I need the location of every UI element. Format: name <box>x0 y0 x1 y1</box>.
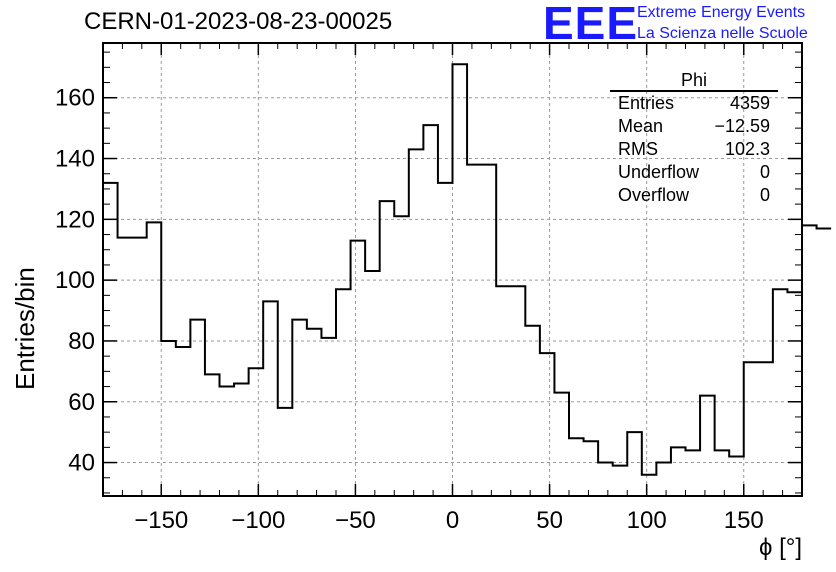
histogram-bin <box>569 438 584 496</box>
histogram-bin <box>671 447 686 496</box>
x-tick-label: −100 <box>231 507 285 534</box>
histogram-bin <box>802 225 817 496</box>
logo-caption-line2: La Scienza nelle Scuole <box>637 25 808 42</box>
histogram-bin <box>773 289 788 496</box>
histogram-bin <box>249 368 264 496</box>
histogram-bin <box>394 216 409 496</box>
histogram-bin <box>380 201 395 496</box>
stats-value: 0 <box>759 162 770 182</box>
histogram-bin <box>613 466 628 496</box>
histogram-bin <box>409 149 424 496</box>
y-tick-label: 120 <box>55 206 95 233</box>
histogram-bin <box>132 238 147 496</box>
histogram-bin <box>584 441 599 496</box>
stats-row: Underflow 0 <box>610 161 778 184</box>
histogram-bin <box>278 408 293 496</box>
histogram-bin <box>744 362 759 496</box>
histogram-bin <box>817 228 832 496</box>
y-tick-label: 140 <box>55 146 95 173</box>
histogram-bin <box>482 165 497 496</box>
histogram-bin <box>642 475 657 496</box>
histogram-bin <box>540 353 555 496</box>
stats-title: Phi <box>610 70 778 92</box>
histogram-bin <box>700 396 715 496</box>
stats-label: Underflow <box>618 162 700 182</box>
x-axis-label: ϕ [°] <box>758 534 802 561</box>
histogram-bin <box>525 326 540 496</box>
histogram-bin <box>205 374 220 496</box>
stats-label: RMS <box>618 139 658 159</box>
histogram-bin <box>554 393 569 496</box>
histogram-bin <box>729 456 744 496</box>
x-tick-label: 0 <box>446 507 459 534</box>
stats-value: 102.3 <box>724 139 770 159</box>
stats-row: Overflow 0 <box>610 184 778 207</box>
x-tick-label: 150 <box>724 507 764 534</box>
histogram-bin <box>176 347 191 496</box>
histogram-bin <box>351 241 366 496</box>
y-tick-label: 60 <box>68 389 95 416</box>
histogram-bin <box>336 289 351 496</box>
histogram-bin <box>234 384 249 496</box>
histogram-bin <box>263 301 278 496</box>
chart-title: CERN-01-2023-08-23-00025 <box>84 8 393 35</box>
x-tick-label: 50 <box>536 507 563 534</box>
histogram-bin <box>467 165 482 496</box>
y-tick-label: 100 <box>55 267 95 294</box>
histogram-bin <box>598 463 613 496</box>
histogram-bin <box>627 432 642 496</box>
stats-row: Mean −12.59 <box>610 115 778 138</box>
histogram-bin <box>686 450 701 496</box>
stats-label: Entries <box>618 93 675 113</box>
histogram-bin <box>147 222 162 496</box>
stats-value: 4359 <box>729 93 770 113</box>
stats-value: −12.59 <box>714 116 770 136</box>
histogram-bin <box>758 362 773 496</box>
histogram-bin <box>292 320 307 496</box>
histogram-bin <box>511 286 526 496</box>
histogram-bin <box>103 183 118 496</box>
histogram-bin <box>423 125 438 496</box>
histogram-bin <box>220 387 235 496</box>
stats-label: Overflow <box>618 185 690 205</box>
stats-box: Phi Entries 4359 Mean −12.59 RMS 102.3 Unde… <box>610 70 778 207</box>
histogram-bin <box>453 64 468 496</box>
histogram-bin <box>715 450 730 496</box>
histogram-bin <box>365 271 380 496</box>
histogram-bin <box>787 292 802 496</box>
y-tick-label: 40 <box>68 450 95 477</box>
histogram-bin <box>438 183 453 496</box>
histogram-bin <box>118 238 133 496</box>
eee-logo: EEE <box>543 0 639 49</box>
stats-row: RMS 102.3 <box>610 138 778 161</box>
histogram-bin <box>496 286 511 496</box>
histogram-series <box>103 63 832 476</box>
y-tick-label: 80 <box>68 328 95 355</box>
stats-label: Mean <box>618 116 664 136</box>
stats-row: Entries 4359 <box>610 92 778 115</box>
histogram-bin <box>190 320 205 496</box>
x-tick-label: −150 <box>134 507 188 534</box>
x-tick-label: −50 <box>335 507 376 534</box>
histogram-bin <box>161 341 176 496</box>
logo-caption-line1: Extreme Energy Events <box>637 4 806 21</box>
histogram-bin <box>321 338 336 496</box>
histogram-bin <box>307 329 322 496</box>
y-tick-label: 160 <box>55 85 95 112</box>
histogram-bin <box>656 463 671 496</box>
stats-value: 0 <box>759 185 770 205</box>
x-tick-label: 100 <box>627 507 667 534</box>
y-axis-label: Entries/bin <box>10 267 40 390</box>
